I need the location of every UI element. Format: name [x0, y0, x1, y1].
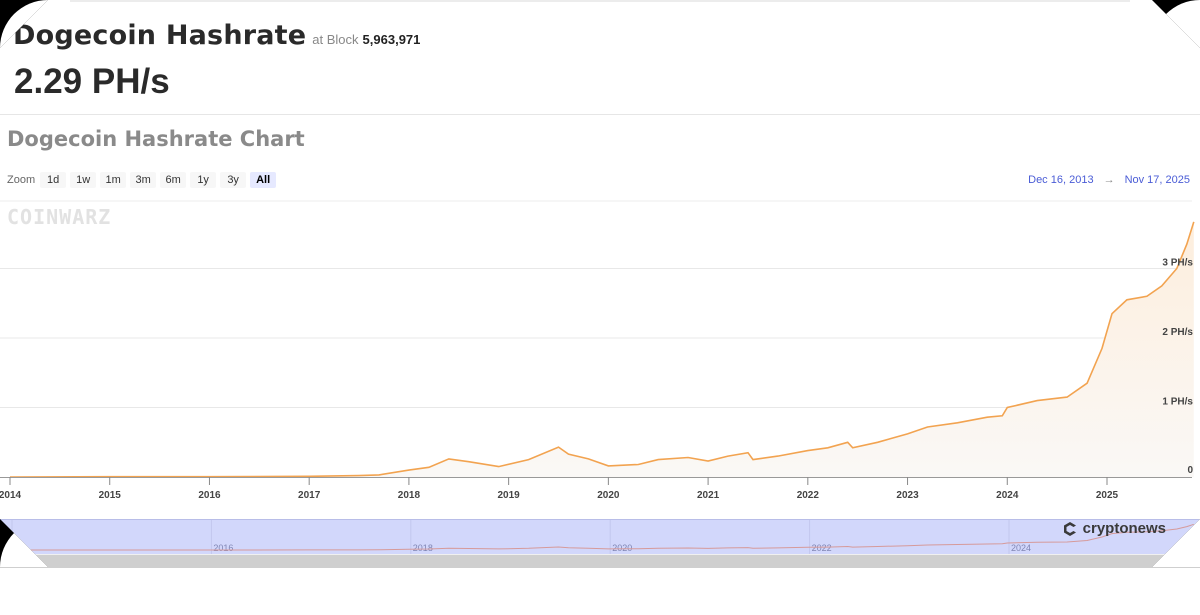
svg-text:2023: 2023	[896, 490, 919, 501]
svg-text:2016: 2016	[213, 543, 233, 553]
svg-text:2016: 2016	[198, 490, 221, 501]
svg-text:2022: 2022	[797, 490, 820, 501]
svg-text:2024: 2024	[996, 490, 1019, 501]
svg-text:3 PH/s: 3 PH/s	[1162, 258, 1193, 269]
top-border	[70, 0, 1130, 2]
svg-text:2017: 2017	[298, 490, 321, 501]
page-header: Dogecoin Hashrate at Block 5,963,971	[13, 20, 420, 51]
corner-mask	[1152, 0, 1200, 48]
current-hashrate: 2.29 PH/s	[14, 62, 170, 101]
divider	[0, 114, 1200, 115]
svg-text:2019: 2019	[498, 490, 521, 501]
cryptonews-logo: cryptonews	[1062, 520, 1166, 537]
svg-text:2020: 2020	[612, 543, 632, 553]
cryptonews-icon	[1063, 521, 1076, 536]
zoom-6m-button[interactable]: 6m	[160, 172, 187, 188]
svg-text:2025: 2025	[1096, 490, 1119, 501]
svg-text:1 PH/s: 1 PH/s	[1162, 397, 1193, 408]
hashrate-chart: 2014 2015 2016 2017 2018 2019 2020 2021 2022 2023…	[0, 200, 1195, 501]
zoom-all-button[interactable]: All	[250, 172, 277, 188]
range-arrow-icon: →	[1103, 174, 1115, 186]
date-range: Dec 16, 2013 → Nov 17, 2025	[1028, 174, 1190, 186]
chart-navigator[interactable]: 1420162018202020222024	[0, 519, 1200, 554]
zoom-3m-button[interactable]: 3m	[130, 172, 157, 188]
svg-text:2018: 2018	[413, 543, 433, 553]
zoom-label: Zoom	[7, 174, 36, 186]
zoom-1y-button[interactable]: 1y	[190, 172, 217, 188]
svg-text:2018: 2018	[398, 490, 421, 501]
zoom-1d-button[interactable]: 1d	[40, 172, 67, 188]
svg-text:2015: 2015	[99, 490, 122, 501]
coinwarz-watermark: COINWARZ	[7, 205, 112, 229]
svg-text:2 PH/s: 2 PH/s	[1162, 327, 1193, 338]
block-number: 5,963,971	[362, 32, 421, 47]
zoom-3y-button[interactable]: 3y	[220, 172, 247, 188]
cryptonews-text: cryptonews	[1082, 520, 1166, 537]
zoom-1w-button[interactable]: 1w	[70, 172, 97, 188]
svg-text:2021: 2021	[697, 490, 720, 501]
svg-text:2014: 2014	[0, 490, 22, 501]
chart-area[interactable]: 2014 2015 2016 2017 2018 2019 2020 2021 2022 2023…	[0, 195, 1200, 520]
chart-title: Dogecoin Hashrate Chart	[7, 127, 305, 151]
range-to-date[interactable]: Nov 17, 2025	[1124, 174, 1190, 186]
svg-text:2024: 2024	[1011, 543, 1031, 553]
page-title: Dogecoin Hashrate	[13, 20, 307, 51]
navigator-scrollbar[interactable]	[0, 554, 1200, 568]
svg-text:2020: 2020	[597, 490, 620, 501]
zoom-selector: Zoom 1d 1w 1m 3m 6m 1y 3y All	[7, 172, 280, 188]
range-from-date[interactable]: Dec 16, 2013	[1028, 174, 1094, 186]
at-block-label: at Block	[312, 32, 359, 47]
svg-text:2022: 2022	[812, 543, 832, 553]
navigator-series: 1420162018202020222024	[10, 520, 1194, 554]
svg-text:0: 0	[1187, 465, 1193, 476]
zoom-1m-button[interactable]: 1m	[100, 172, 127, 188]
